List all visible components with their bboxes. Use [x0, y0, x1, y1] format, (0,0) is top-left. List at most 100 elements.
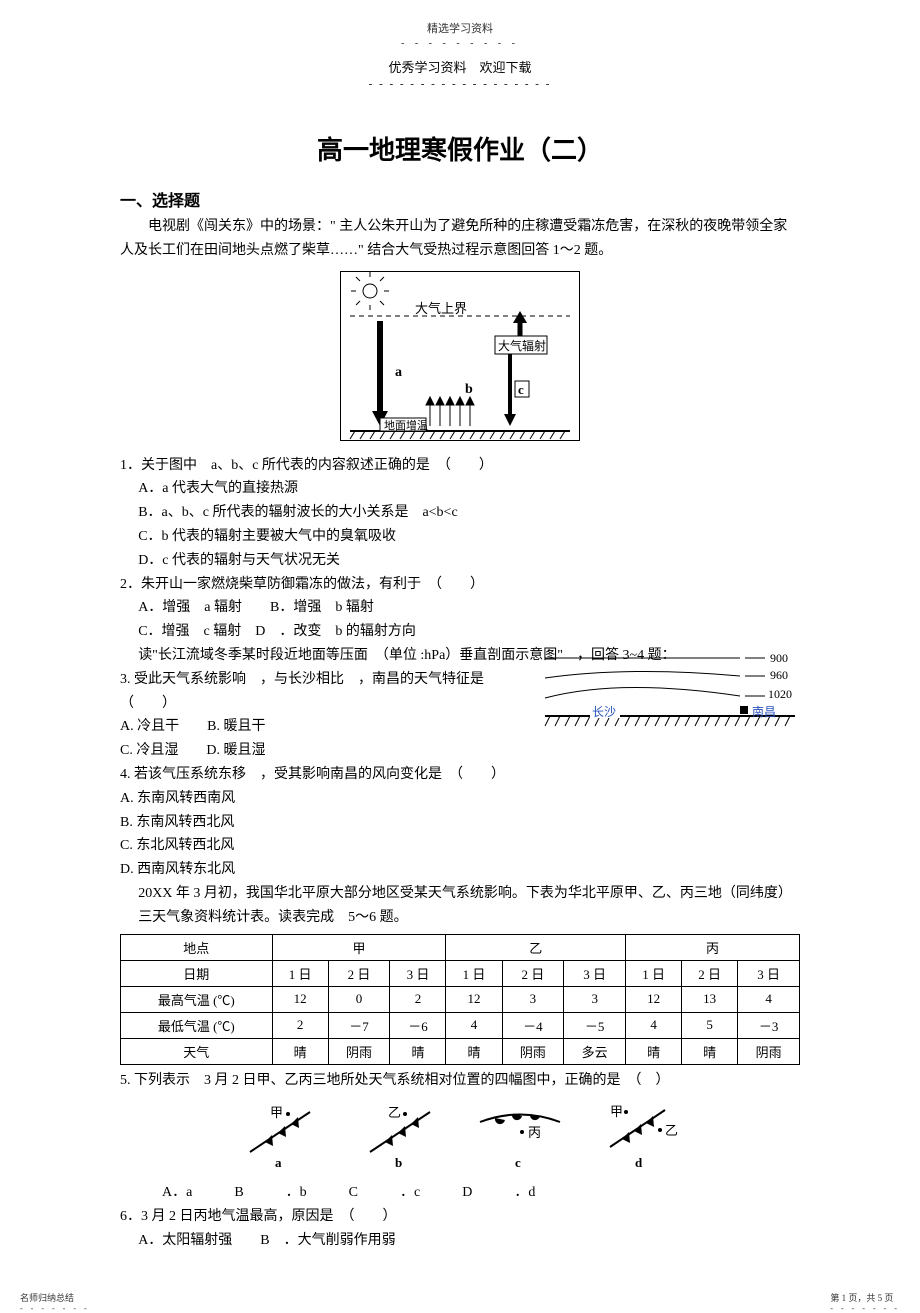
th-bing: 丙 — [626, 934, 800, 960]
intro-paragraph-1: 电视剧《闯关东》中的场景：" 主人公朱开山为了避免所种的庄稼遭受霜冻危害，在深秋… — [120, 215, 800, 263]
cell: 5 — [682, 1012, 738, 1038]
q6-ab: A．太阳辐射强 B ．大气削弱作用弱 — [120, 1229, 800, 1253]
th-jia: 甲 — [272, 934, 446, 960]
q4-c: C. 东北风转西北风 — [120, 834, 800, 858]
cell: 1 日 — [272, 960, 328, 986]
svg-text:甲: 甲 — [610, 1104, 623, 1119]
table-row: 日期 1 日 2 日 3 日 1 日 2 日 3 日 1 日 2 日 3 日 — [121, 960, 800, 986]
cell: 3 — [564, 986, 626, 1012]
cell: 3 日 — [390, 960, 446, 986]
q4-a: A. 东南风转西南风 — [120, 787, 800, 811]
table-row: 地点 甲 乙 丙 — [121, 934, 800, 960]
svg-text:1020: 1020 — [768, 687, 792, 701]
svg-text:a: a — [275, 1155, 282, 1170]
label-ground: 地面增温 — [384, 418, 428, 432]
svg-text:c: c — [515, 1155, 521, 1170]
th-yi: 乙 — [446, 934, 626, 960]
cell: 2 日 — [328, 960, 390, 986]
cell: －6 — [390, 1012, 446, 1038]
q4-b: B. 东南风转西北风 — [120, 811, 800, 835]
main-title: 高一地理寒假作业（二） — [120, 130, 800, 167]
weather-table: 地点 甲 乙 丙 日期 1 日 2 日 3 日 1 日 2 日 3 日 1 日 … — [120, 934, 800, 1065]
q1-stem: 1．关于图中 a、b、c 所代表的内容叙述正确的是 （ ） — [120, 454, 800, 478]
th-place: 地点 — [121, 934, 273, 960]
label-radiation: 大气辐射 — [498, 338, 546, 353]
cell: 阴雨 — [738, 1038, 800, 1064]
svg-text:b: b — [395, 1155, 402, 1170]
cell: 晴 — [626, 1038, 682, 1064]
atmosphere-diagram: 大气上界 a — [120, 271, 800, 446]
q5-stem: 5. 下列表示 3 月 2 日甲、乙丙三地所处天气系统相对位置的四幅图中，正确的… — [120, 1069, 800, 1093]
label-b: b — [465, 382, 473, 397]
cell: 1 日 — [446, 960, 502, 986]
cell: 2 日 — [502, 960, 564, 986]
cell: 3 日 — [564, 960, 626, 986]
cell: 13 — [682, 986, 738, 1012]
cell: 2 — [390, 986, 446, 1012]
svg-text:900: 900 — [770, 651, 788, 665]
intro-3: 20XX 年 3 月初，我国华北平原大部分地区受某天气系统影响。下表为华北平原甲… — [120, 882, 800, 930]
cell: －7 — [328, 1012, 390, 1038]
sub-left: 优秀学习资料 — [388, 60, 466, 75]
svg-text:乙: 乙 — [665, 1123, 678, 1138]
footer-right: 第 1 页，共 5 页 - - - - - - - — [830, 1291, 900, 1313]
q2-ab: A．增强 a 辐射 B．增强 b 辐射 — [120, 596, 800, 620]
cell: 4 — [446, 1012, 502, 1038]
cell: 3 — [502, 986, 564, 1012]
cell: 晴 — [272, 1038, 328, 1064]
svg-text:长沙: 长沙 — [592, 705, 616, 719]
svg-text:乙: 乙 — [388, 1105, 401, 1120]
q1-c: C．b 代表的辐射主要被大气中的臭氧吸收 — [120, 525, 800, 549]
cell: 晴 — [682, 1038, 738, 1064]
cell: －5 — [564, 1012, 626, 1038]
q4-d: D. 西南风转东北风 — [120, 858, 800, 882]
cell: 晴 — [390, 1038, 446, 1064]
cell: 阴雨 — [502, 1038, 564, 1064]
table-row: 最高气温 (℃) 12 0 2 12 3 3 12 13 4 — [121, 986, 800, 1012]
sub-right: 欢迎下载 — [480, 60, 532, 75]
cell: 12 — [626, 986, 682, 1012]
footer-left: 名师归纳总结 - - - - - - - — [20, 1291, 90, 1313]
cell: 晴 — [446, 1038, 502, 1064]
q1-b: B．a、b、c 所代表的辐射波长的大小关系是 a<b<c — [120, 501, 800, 525]
cell: 4 — [626, 1012, 682, 1038]
svg-text:960: 960 — [770, 668, 788, 682]
svg-text:南昌: 南昌 — [752, 704, 776, 719]
label-c: c — [518, 382, 524, 397]
table-row: 天气 晴 阴雨 晴 晴 阴雨 多云 晴 晴 阴雨 — [121, 1038, 800, 1064]
q6-stem: 6．3 月 2 日丙地气温最高，原因是 （ ） — [120, 1205, 800, 1229]
svg-text:丙: 丙 — [528, 1125, 541, 1140]
cell: －3 — [738, 1012, 800, 1038]
cell: 4 — [738, 986, 800, 1012]
q1-d: D．c 代表的辐射与天气状况无关 — [120, 549, 800, 573]
th-high: 最高气温 (℃) — [121, 986, 273, 1012]
cell: 2 日 — [682, 960, 738, 986]
table-row: 最低气温 (℃) 2 －7 －6 4 －4 －5 4 5 －3 — [121, 1012, 800, 1038]
cell: 2 — [272, 1012, 328, 1038]
sub-header: 优秀学习资料 欢迎下载 — [120, 57, 800, 76]
top-small-label: 精选学习资料 — [120, 20, 800, 36]
th-date: 日期 — [121, 960, 273, 986]
svg-text:甲: 甲 — [270, 1105, 283, 1120]
q2-cd: C．增强 c 辐射 D ．改变 b 的辐射方向 — [120, 620, 800, 644]
front-diagrams: 甲 a 乙 b — [120, 1102, 800, 1177]
th-low: 最低气温 (℃) — [121, 1012, 273, 1038]
cell: 多云 — [564, 1038, 626, 1064]
cell: 1 日 — [626, 960, 682, 986]
cell: 3 日 — [738, 960, 800, 986]
label-top-boundary: 大气上界 — [415, 301, 467, 316]
q1-a: A．a 代表大气的直接热源 — [120, 477, 800, 501]
sub-dashes: - - - - - - - - - - - - - - - - - - — [120, 78, 800, 90]
q2-stem: 2．朱开山一家燃烧柴草防御霜冻的做法，有利于 （ ） — [120, 573, 800, 597]
q4-stem: 4. 若该气压系统东移 ，受其影响南昌的风向变化是 （ ） — [120, 763, 800, 787]
svg-text:d: d — [635, 1155, 643, 1170]
top-dashes: - - - - - - - - - — [120, 38, 800, 49]
label-a: a — [395, 365, 402, 380]
cell: 12 — [446, 986, 502, 1012]
section-title: 一、选择题 — [120, 187, 800, 211]
cell: 阴雨 — [328, 1038, 390, 1064]
q5-opts: A．a B ．b C ．c D ．d — [120, 1181, 800, 1205]
th-weather: 天气 — [121, 1038, 273, 1064]
cell: 0 — [328, 986, 390, 1012]
cell: 12 — [272, 986, 328, 1012]
